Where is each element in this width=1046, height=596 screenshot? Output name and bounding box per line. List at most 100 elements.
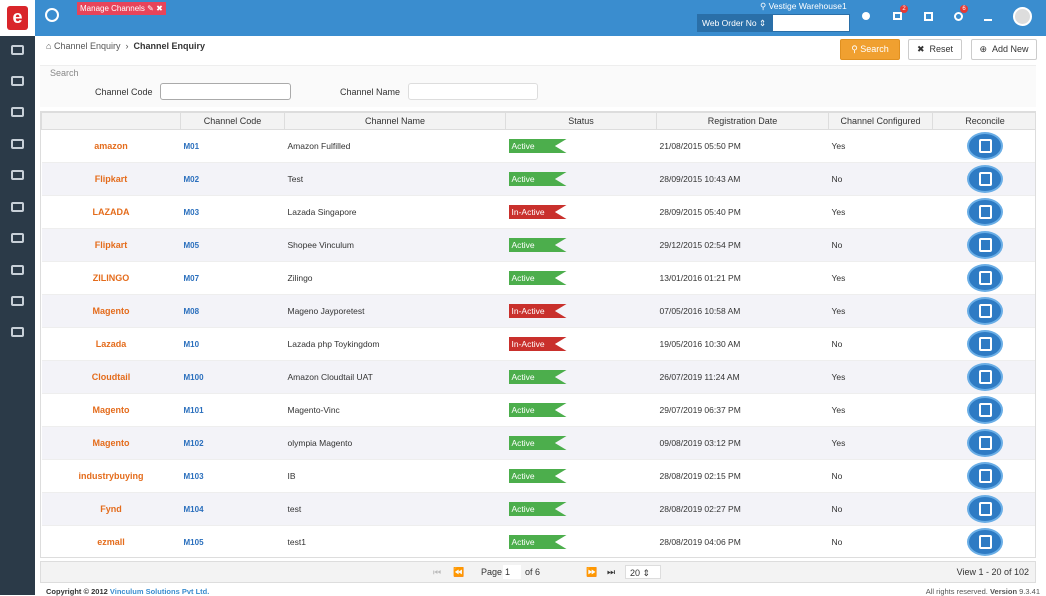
channel-code-input[interactable] xyxy=(160,83,291,100)
reconcile-button[interactable] xyxy=(967,429,1003,457)
global-search[interactable] xyxy=(772,14,850,32)
channel-name-input[interactable] xyxy=(408,83,538,100)
logo-cell: amazon xyxy=(42,130,181,163)
channel-code[interactable]: M07 xyxy=(184,274,200,283)
grid: Channel CodeChannel NameStatusRegistrati… xyxy=(41,112,1036,558)
pager: ⏮ ⏪ Page 1 of 6 ⏩ ⏭ 20 ⇕ View 1 - 20 of … xyxy=(40,561,1036,583)
sync-icon[interactable] xyxy=(954,12,963,21)
settings-icon[interactable] xyxy=(862,12,870,20)
reconcile-button[interactable] xyxy=(967,396,1003,424)
reconcile-button[interactable] xyxy=(967,231,1003,259)
download-icon[interactable] xyxy=(984,12,992,21)
channel-logo: Magento xyxy=(93,306,130,316)
clipboard-icon xyxy=(979,139,992,153)
channel-logo: amazon xyxy=(94,141,128,151)
channel-code[interactable]: M02 xyxy=(184,175,200,184)
channel-code[interactable]: M01 xyxy=(184,142,200,151)
search-type[interactable]: Web Order No ⇕ xyxy=(697,14,772,32)
nav-icon[interactable] xyxy=(11,170,24,180)
avatar[interactable] xyxy=(1013,7,1032,26)
view-info: View 1 - 20 of 102 xyxy=(957,567,1029,577)
row: LazadaM10Lazada php ToykingdomIn-Active1… xyxy=(42,328,1037,361)
reconcile-button[interactable] xyxy=(967,297,1003,325)
channel-code[interactable]: M101 xyxy=(184,406,204,415)
reconcile-cell xyxy=(933,163,1037,196)
page-size[interactable]: 20 ⇕ xyxy=(625,565,661,579)
field-label: Channel Code xyxy=(95,87,153,97)
reconcile-button[interactable] xyxy=(967,165,1003,193)
page-size-value: 20 xyxy=(630,568,640,578)
reconcile-button[interactable] xyxy=(967,330,1003,358)
channel-code[interactable]: M05 xyxy=(184,241,200,250)
status-badge: In-Active xyxy=(509,304,567,318)
search-type-label: Web Order No xyxy=(702,18,757,28)
prev-page[interactable]: ⏪ xyxy=(453,567,464,578)
clipboard-icon xyxy=(979,172,992,186)
reset-button[interactable]: ✖ Reset xyxy=(908,39,962,60)
reconcile-button[interactable] xyxy=(967,495,1003,523)
reconcile-button[interactable] xyxy=(967,462,1003,490)
nav-icon[interactable] xyxy=(11,265,24,275)
nav-icon[interactable] xyxy=(11,45,24,55)
code-cell: M101 xyxy=(181,394,285,427)
nav-icon[interactable] xyxy=(11,327,24,337)
clipboard-icon xyxy=(979,370,992,384)
reconcile-button[interactable] xyxy=(967,528,1003,556)
first-page[interactable]: ⏮ xyxy=(433,567,441,578)
channel-code[interactable]: M03 xyxy=(184,208,200,217)
reconcile-cell xyxy=(933,229,1037,262)
add-button[interactable]: ⊕ Add New xyxy=(971,39,1037,60)
expand-icon[interactable] xyxy=(924,12,933,21)
next-page[interactable]: ⏩ xyxy=(586,567,597,578)
nav-icon[interactable] xyxy=(11,296,24,306)
channel-code[interactable]: M104 xyxy=(184,505,204,514)
channel-configured: No xyxy=(829,229,933,262)
nav-icon[interactable] xyxy=(11,107,24,117)
channel-code[interactable]: M08 xyxy=(184,307,200,316)
nav-icon[interactable] xyxy=(11,76,24,86)
row: FlipkartM05Shopee VinculumActive29/12/20… xyxy=(42,229,1037,262)
channel-code[interactable]: M100 xyxy=(184,373,204,382)
back-button[interactable] xyxy=(45,8,59,22)
button-label: Add New xyxy=(992,44,1029,54)
nav-icon[interactable] xyxy=(11,202,24,212)
channel-logo: ezmall xyxy=(97,537,125,547)
registration-date: 29/07/2019 06:37 PM xyxy=(657,394,829,427)
channel-code[interactable]: M105 xyxy=(184,538,204,547)
channel-configured: Yes xyxy=(829,295,933,328)
channel-configured: Yes xyxy=(829,262,933,295)
warehouse[interactable]: ⚲ Vestige Warehouse1 xyxy=(760,1,847,12)
registration-date: 19/05/2016 10:30 AM xyxy=(657,328,829,361)
search-button[interactable]: ⚲ Search xyxy=(840,39,900,60)
registration-date: 13/01/2016 01:21 PM xyxy=(657,262,829,295)
registration-date: 28/09/2015 10:43 AM xyxy=(657,163,829,196)
code-cell: M07 xyxy=(181,262,285,295)
status-badge: Active xyxy=(509,271,567,285)
logo[interactable]: e xyxy=(0,0,35,36)
status-cell: In-Active xyxy=(506,196,657,229)
status-badge: Active xyxy=(509,139,567,153)
crumb[interactable]: Channel Enquiry xyxy=(54,41,121,51)
reconcile-button[interactable] xyxy=(967,132,1003,160)
registration-date: 28/08/2019 02:15 PM xyxy=(657,460,829,493)
logo-cell: ZILINGO xyxy=(42,262,181,295)
status-cell: In-Active xyxy=(506,295,657,328)
channel-logo: Cloudtail xyxy=(92,372,131,382)
reconcile-button[interactable] xyxy=(967,363,1003,391)
row: LAZADAM03Lazada SingaporeIn-Active28/09/… xyxy=(42,196,1037,229)
reconcile-button[interactable] xyxy=(967,264,1003,292)
reconcile-button[interactable] xyxy=(967,198,1003,226)
status-badge: Active xyxy=(509,403,567,417)
channel-code[interactable]: M102 xyxy=(184,439,204,448)
channel-name: Mageno Jayporetest xyxy=(285,295,506,328)
clipboard-icon xyxy=(979,304,992,318)
last-page[interactable]: ⏭ xyxy=(607,567,615,578)
channel-code[interactable]: M10 xyxy=(184,340,200,349)
page-input[interactable]: 1 xyxy=(503,565,521,579)
tab[interactable]: Manage Channels ✎ ✖ xyxy=(77,2,166,15)
logo-cell: Flipkart xyxy=(42,163,181,196)
nav-icon[interactable] xyxy=(11,139,24,149)
notify-icon[interactable] xyxy=(893,12,902,20)
nav-icon[interactable] xyxy=(11,233,24,243)
channel-code[interactable]: M103 xyxy=(184,472,204,481)
